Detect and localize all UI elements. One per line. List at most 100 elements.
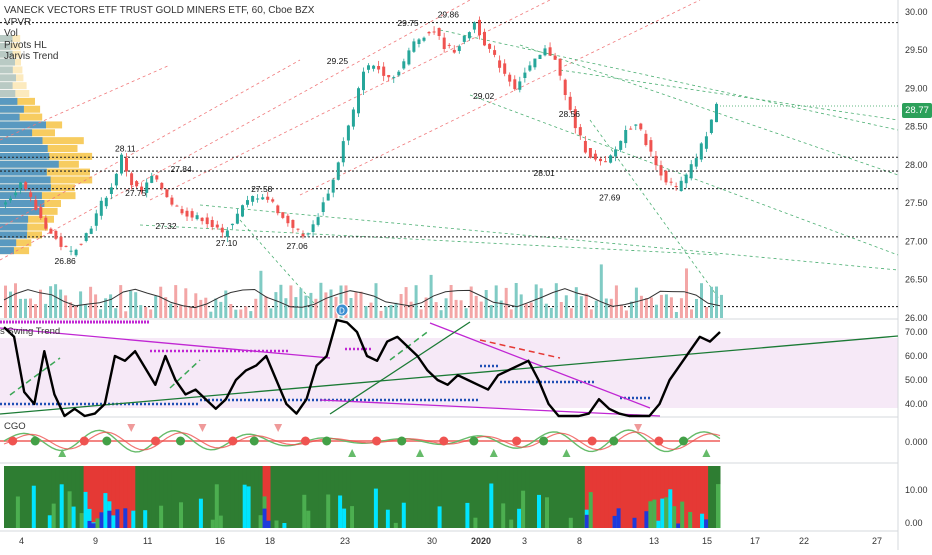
heatmap-overlay	[465, 502, 470, 528]
heatmap-column	[330, 466, 335, 528]
indicator-vol[interactable]: Vol	[4, 28, 18, 39]
volume-bar	[64, 295, 68, 318]
volume-bar	[274, 292, 278, 318]
candle-body	[200, 217, 204, 222]
heatmap-column	[334, 466, 339, 528]
volume-bar	[634, 287, 638, 318]
volume-bar	[609, 298, 613, 318]
candle-body	[84, 233, 88, 241]
heatmap-overlay-blue	[123, 508, 128, 528]
heatmap-column	[449, 466, 454, 528]
heatmap-column	[127, 466, 132, 528]
vpvr-bar-down	[0, 223, 28, 231]
volume-bar	[34, 304, 37, 318]
vpvr-bar-down	[0, 168, 47, 176]
volume-bar	[234, 309, 238, 318]
vpvr-bar-down	[0, 152, 50, 160]
volume-bar	[404, 287, 408, 318]
volume-bar	[14, 283, 17, 318]
heatmap-overlay	[218, 515, 224, 528]
swing-tick-label: 70.00	[905, 327, 928, 337]
candle-body	[29, 192, 33, 197]
price-tick-label: 28.00	[905, 160, 928, 170]
candle-body	[220, 227, 224, 233]
indicator-pivots[interactable]: Pivots HL	[4, 39, 47, 51]
candle-body	[442, 37, 446, 49]
candle-body	[190, 211, 194, 218]
trend-line-dashed-red	[0, 64, 171, 141]
swing-tick-label: 60.00	[905, 351, 928, 361]
volume-bar	[644, 298, 648, 318]
heatmap-column	[23, 466, 29, 528]
x-tick-label: 13	[649, 536, 659, 546]
heatmap-overlay	[143, 510, 148, 528]
heatmap-column	[704, 466, 709, 528]
volume-bar	[534, 284, 538, 318]
volume-bar	[614, 285, 618, 318]
pivot-label: 28.11	[115, 143, 136, 153]
heatmap-column	[63, 466, 69, 528]
volume-bar	[259, 270, 263, 318]
heatmap-column	[135, 466, 140, 528]
heatmap-column	[87, 466, 92, 528]
candle-body	[634, 124, 638, 126]
volume-bar	[249, 311, 253, 318]
indicator-jarvis[interactable]: Jarvis Trend	[4, 51, 59, 62]
heatmap-column	[274, 466, 279, 528]
bottom-tick-label: 0.00	[905, 518, 923, 528]
vpvr-bar-up	[0, 42, 21, 50]
heatmap-overlay	[87, 508, 92, 528]
indicator-vpvr[interactable]: VPVR	[4, 16, 32, 28]
candle-body	[699, 143, 703, 160]
bottom-tick-label: 10.00	[905, 485, 928, 495]
cgo-signal-dot-green	[322, 436, 332, 446]
heatmap-column	[708, 466, 713, 528]
heatmap-overlay	[545, 497, 550, 528]
candle-body	[583, 141, 587, 153]
heatmap-column	[600, 466, 606, 528]
candle-body	[351, 109, 355, 127]
swing-dashed-green	[389, 329, 431, 361]
candle-body	[689, 164, 693, 179]
candle-body	[669, 181, 673, 183]
candle-body	[397, 71, 401, 76]
cgo-signal-dot-red	[79, 436, 89, 446]
heatmap-overlay	[489, 483, 494, 528]
volume-bar	[189, 307, 193, 318]
price-tick-label: 28.50	[905, 122, 928, 132]
trend-line-dashed-green	[469, 94, 899, 256]
heatmap-column	[151, 466, 156, 528]
candle-body	[64, 245, 68, 247]
volume-bar	[659, 294, 663, 318]
heatmap-column	[413, 466, 419, 528]
cgo-pane-title[interactable]: CGO	[4, 421, 26, 432]
volume-bar	[54, 284, 58, 318]
candle-body	[44, 217, 48, 229]
heatmap-overlay	[306, 510, 311, 528]
candle-body	[568, 96, 572, 110]
volume-bar	[159, 286, 163, 318]
swing-tick-label: 50.00	[905, 375, 928, 385]
heatmap-column	[12, 466, 17, 528]
heatmap-overlay	[688, 512, 693, 528]
heatmap-column	[640, 466, 645, 528]
trend-line-dashed-green	[139, 224, 721, 256]
heatmap-column	[652, 466, 657, 528]
heatmap-overlay	[159, 505, 164, 528]
candle-body	[145, 182, 149, 193]
heatmap-column	[95, 466, 100, 528]
volume-bar	[639, 295, 643, 318]
volume-bar	[469, 286, 473, 318]
symbol-title[interactable]: VANECK VECTORS ETF TRUST GOLD MINERS ETF…	[4, 5, 315, 16]
swing-band	[0, 338, 898, 408]
swing-pane-title[interactable]: s Swing Trend	[0, 326, 61, 337]
x-tick-label: 11	[143, 536, 152, 546]
heatmap-overlay	[568, 517, 574, 528]
candle-body	[59, 236, 63, 247]
volume-bar	[39, 289, 42, 318]
heatmap-overlay	[652, 499, 657, 528]
heatmap-overlay	[501, 503, 506, 528]
heatmap-column	[175, 466, 180, 528]
heatmap-overlay	[111, 515, 116, 528]
